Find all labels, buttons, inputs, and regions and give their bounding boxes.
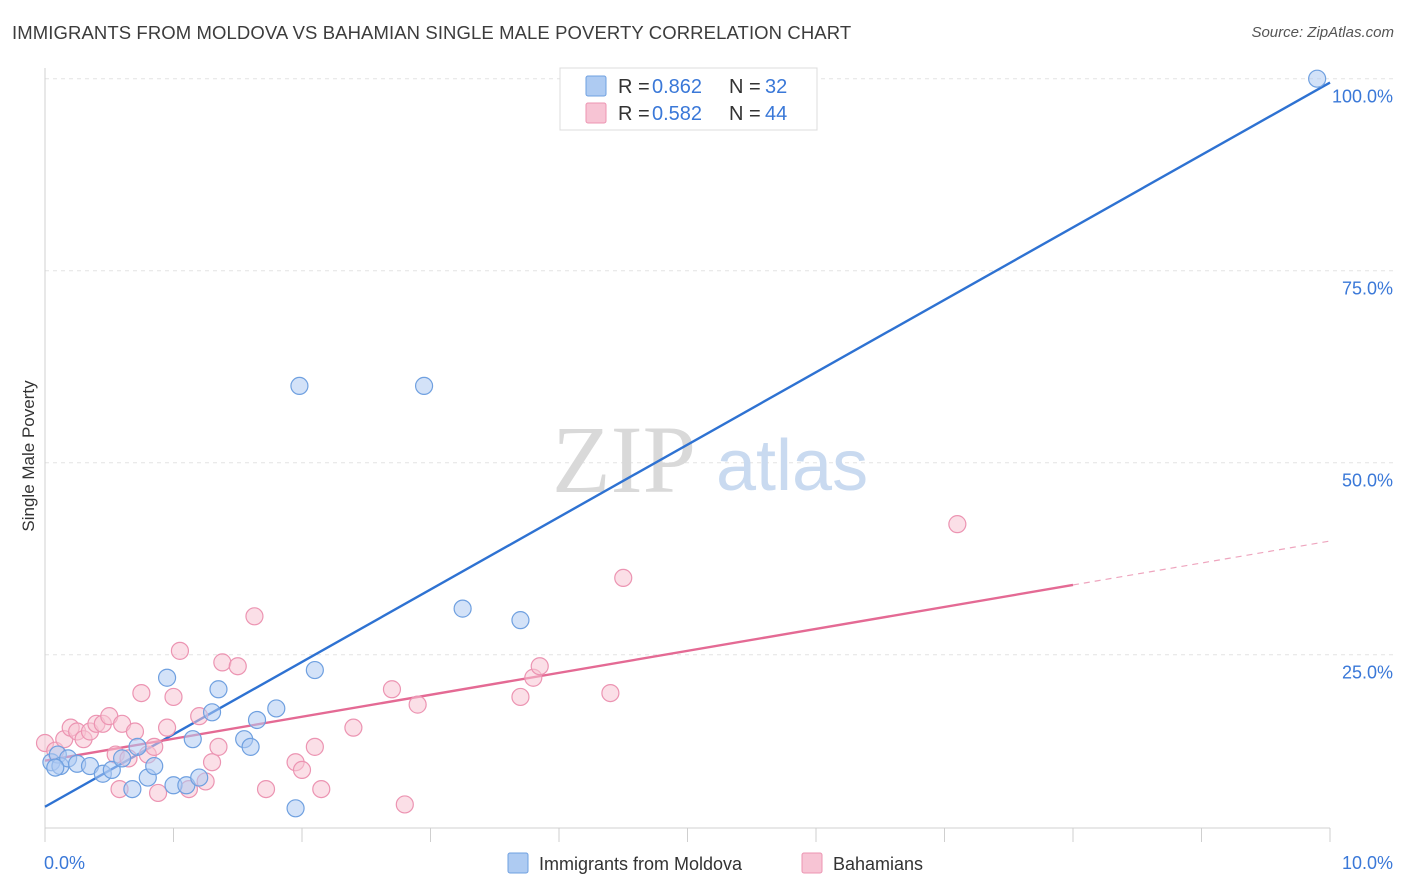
stats-legend: R = 0.862 N = 32 R = 0.582 N = 44 (559, 67, 818, 131)
y-tick-label: 25.0% (1342, 663, 1393, 683)
data-point-bahamians (408, 695, 427, 714)
data-point-bahamians (382, 680, 402, 699)
data-point-bahamians (395, 795, 414, 814)
data-point-bahamians (305, 737, 324, 756)
data-point-moldova (145, 756, 164, 776)
data-point-moldova (247, 710, 267, 730)
data-point-bahamians (228, 657, 247, 676)
data-point-bahamians (170, 641, 190, 660)
y-tick-label: 75.0% (1342, 279, 1393, 299)
y-tick-label: 50.0% (1342, 471, 1393, 491)
data-point-bahamians (148, 783, 168, 803)
stats-n-label-blue: N = (729, 76, 761, 98)
trend-line (44, 81, 1331, 808)
stats-r-label-pink: R = (618, 103, 650, 125)
trend-line (44, 583, 1074, 762)
data-point-bahamians (125, 722, 145, 741)
data-point-moldova (123, 779, 142, 799)
chart-title: IMMIGRANTS FROM MOLDOVA VS BAHAMIAN SING… (12, 22, 852, 43)
data-point-bahamians (614, 568, 633, 588)
data-point-moldova (209, 680, 228, 699)
legend-label-moldova: Immigrants from Moldova (539, 854, 743, 874)
data-point-moldova (267, 699, 286, 718)
data-point-moldova (241, 737, 260, 756)
y-tick-labels: 25.0% 50.0% 75.0% 100.0% (1332, 87, 1393, 683)
x-tick-label-min: 0.0% (44, 853, 85, 873)
data-point-moldova (190, 768, 209, 787)
watermark: ZIP atlas (552, 406, 868, 513)
watermark-atlas: atlas (716, 426, 868, 506)
stats-r-label-blue: R = (618, 76, 650, 98)
data-point-moldova (202, 703, 222, 722)
data-point-moldova (128, 737, 147, 756)
data-point-bahamians (209, 737, 228, 756)
data-point-bahamians (202, 753, 222, 772)
trend-line-extension (1072, 540, 1331, 586)
data-point-moldova (183, 730, 202, 749)
data-point-moldova (112, 749, 132, 768)
y-tick-label: 100.0% (1332, 87, 1393, 107)
data-points (35, 69, 1327, 818)
series-legend: Immigrants from Moldova Bahamians (507, 852, 923, 874)
data-point-bahamians (601, 683, 620, 703)
data-point-moldova (414, 376, 434, 395)
data-point-bahamians (948, 515, 967, 534)
data-point-bahamians (157, 718, 177, 737)
data-point-moldova (1308, 69, 1327, 88)
trend-lines (44, 81, 1331, 808)
data-point-bahamians (344, 718, 363, 737)
stats-legend-swatch-blue (585, 75, 607, 97)
data-point-bahamians (164, 687, 183, 707)
legend-swatch-moldova (507, 852, 529, 874)
stats-n-value-blue: 32 (765, 76, 787, 98)
stats-legend-swatch-pink (585, 102, 607, 124)
stats-n-value-pink: 44 (765, 103, 787, 125)
data-point-bahamians (530, 657, 549, 676)
data-point-moldova (286, 799, 305, 818)
data-point-bahamians (132, 683, 151, 703)
stats-r-value-pink: 0.582 (652, 103, 702, 125)
source-label: Source: ZipAtlas.com (1251, 24, 1394, 41)
watermark-zip: ZIP (552, 406, 696, 513)
y-axis-title: Single Male Poverty (19, 380, 38, 532)
data-point-bahamians (213, 653, 232, 672)
axes (44, 68, 1331, 842)
legend-swatch-bahamians (801, 852, 823, 874)
data-point-moldova (511, 611, 530, 630)
data-point-moldova (46, 758, 65, 777)
data-point-moldova (290, 376, 309, 395)
data-point-moldova (157, 668, 177, 687)
data-point-moldova (102, 760, 121, 780)
legend-label-bahamians: Bahamians (833, 854, 923, 874)
stats-r-value-blue: 0.862 (652, 76, 702, 98)
data-point-bahamians (245, 607, 264, 626)
x-tick-label-max: 10.0% (1342, 853, 1393, 873)
data-point-moldova (453, 599, 472, 618)
data-point-bahamians (256, 779, 276, 799)
data-point-moldova (305, 660, 324, 680)
data-point-bahamians (145, 737, 164, 756)
gridlines (45, 78, 1393, 656)
data-point-bahamians (312, 779, 331, 799)
data-point-bahamians (511, 687, 530, 707)
stats-n-label-pink: N = (729, 103, 761, 125)
data-point-bahamians (292, 760, 312, 780)
